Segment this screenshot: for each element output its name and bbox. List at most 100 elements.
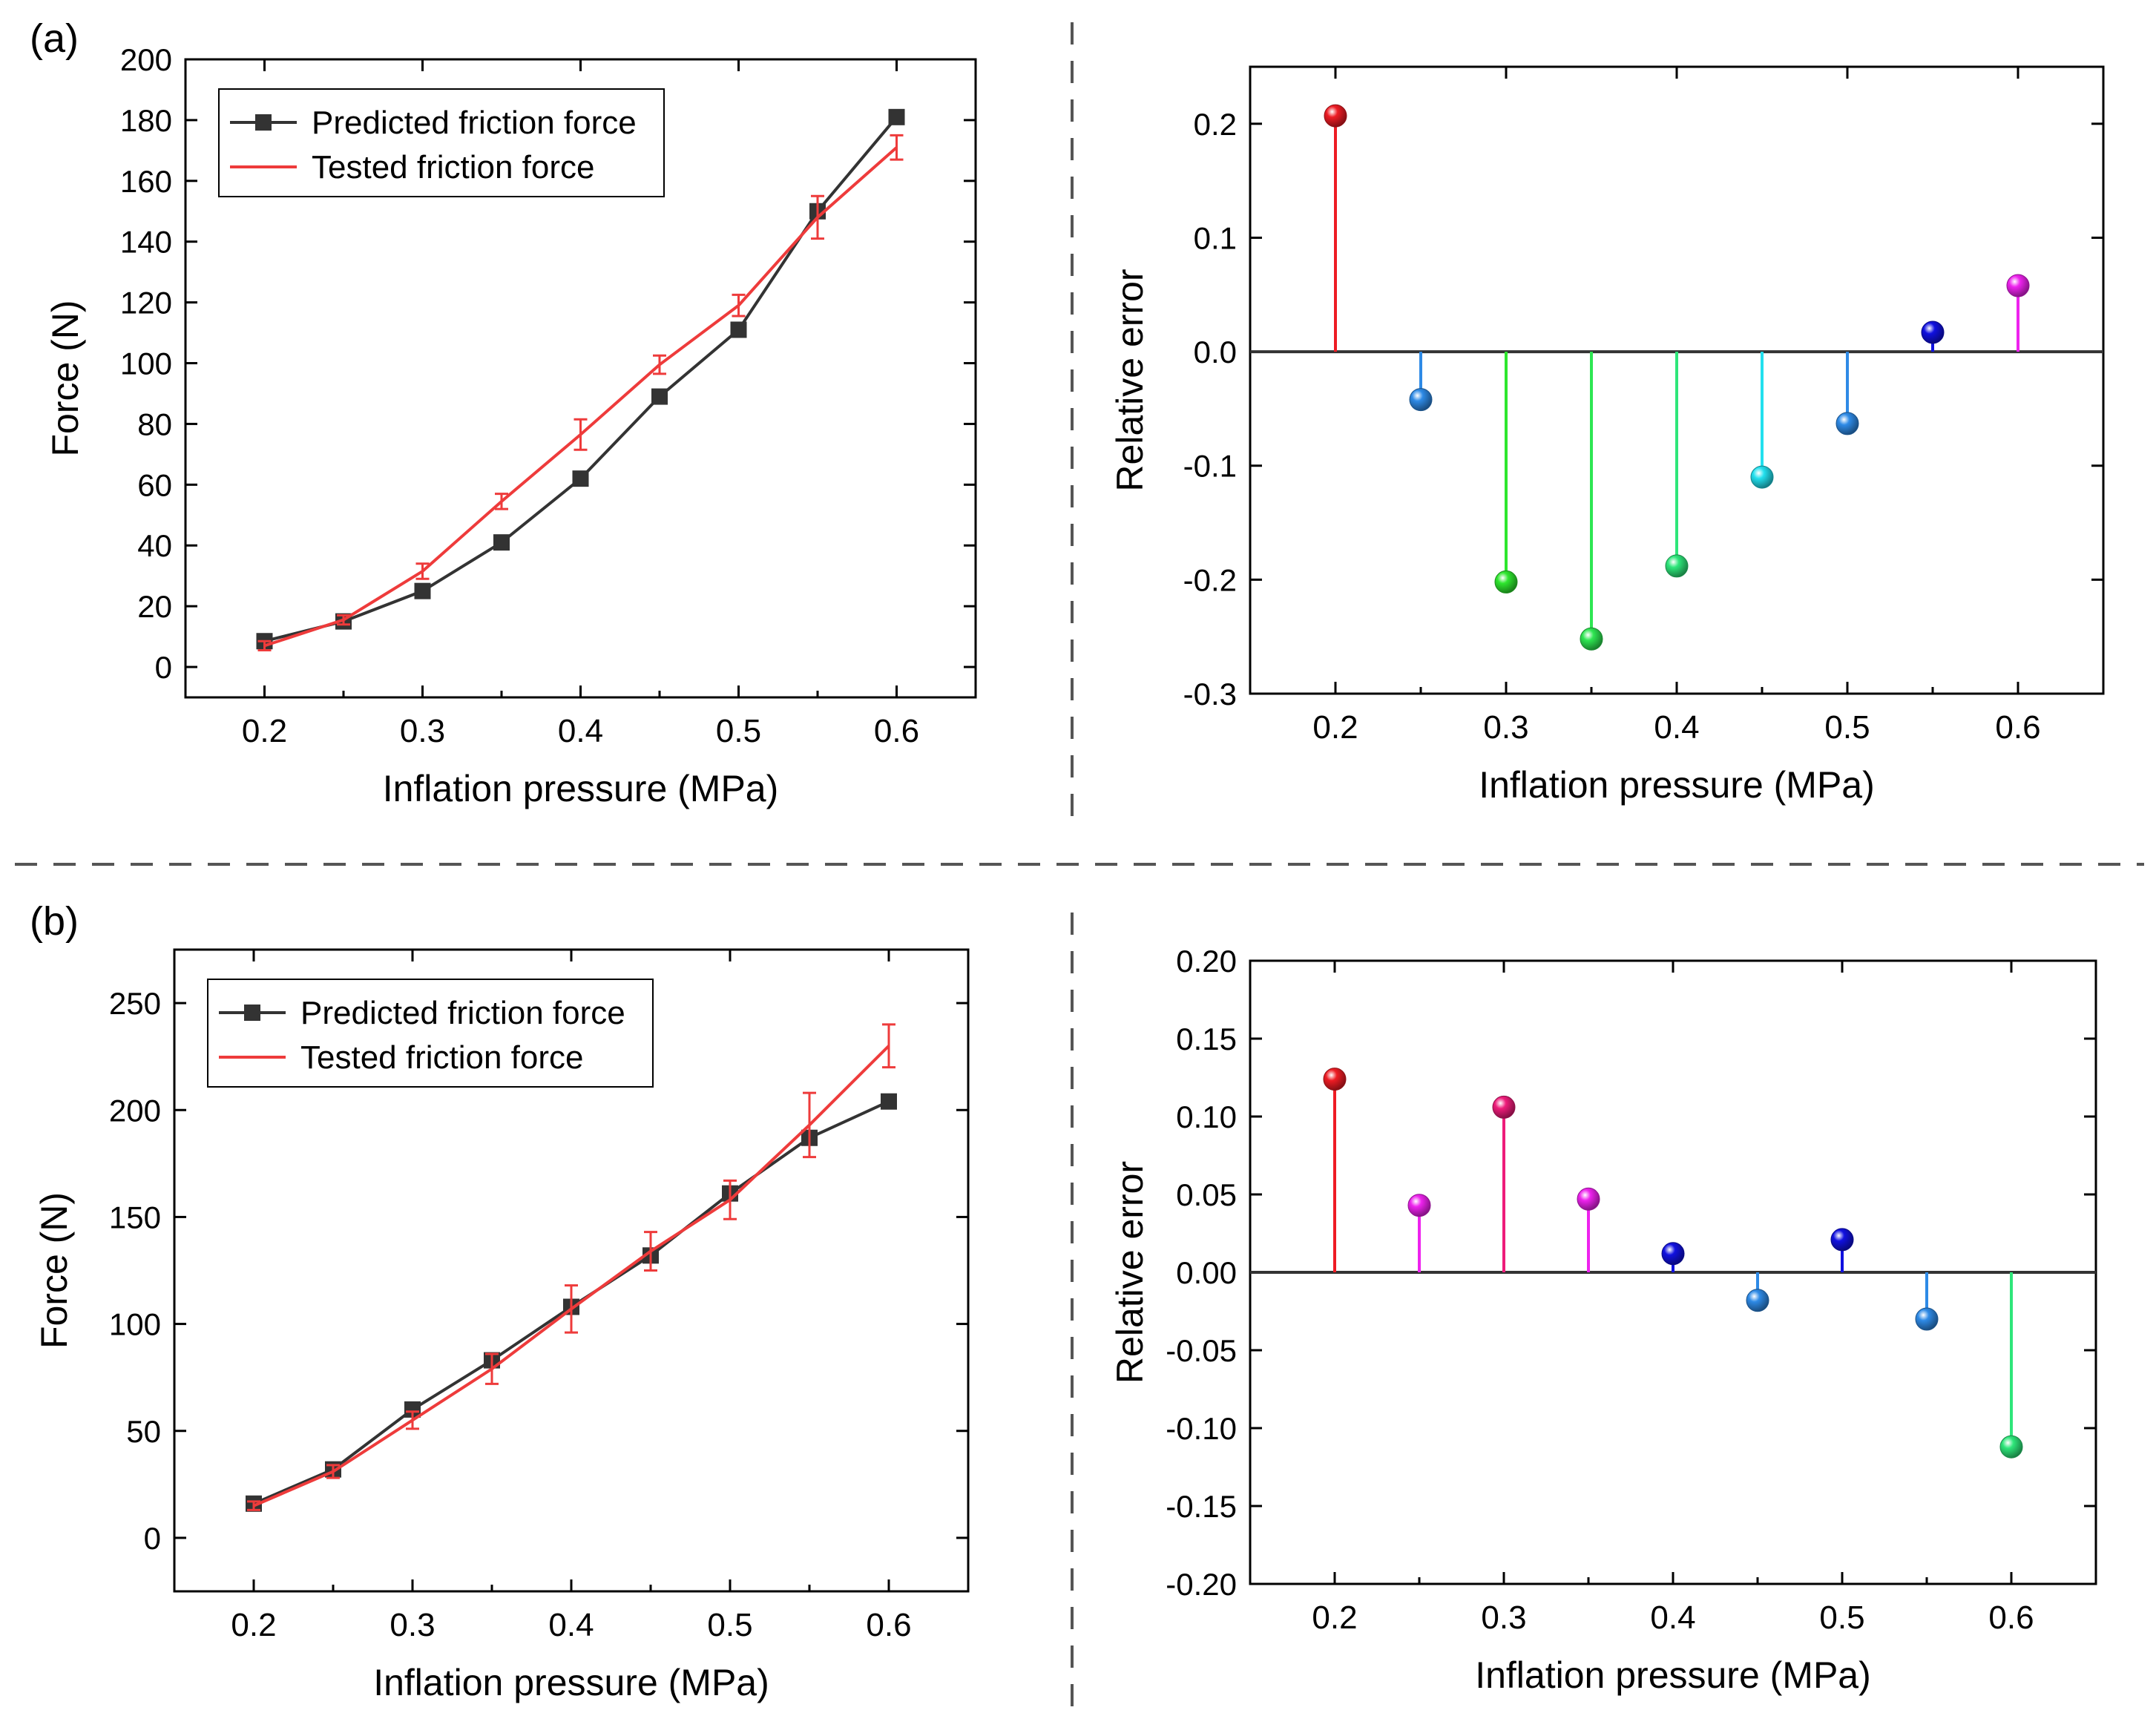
y-tick-label: 50 (126, 1414, 161, 1449)
y-tick-label: 120 (120, 286, 172, 320)
y-tick-label: -0.05 (1166, 1333, 1237, 1368)
y-tick-label: -0.3 (1183, 677, 1237, 711)
y-tick-label: 0 (144, 1521, 161, 1556)
x-tick-label: 0.3 (1483, 709, 1528, 746)
y-axis-label: Force (N) (33, 1192, 75, 1349)
stem-ball (2006, 274, 2030, 297)
x-tick-label: 0.4 (548, 1607, 594, 1643)
chart-a-relative-error: 0.2 0.3 0.4 0.5 0.6 -0.3 -0.2 -0.1 0.0 0.1 0.2 Infl… (1109, 65, 2105, 806)
y-tick-label: 0.2 (1194, 107, 1237, 142)
y-tick-label: 180 (120, 103, 172, 138)
y-tick-label: 40 (137, 528, 172, 563)
predicted-point (572, 470, 589, 487)
y-tick-label: 100 (120, 346, 172, 381)
stem-ball (1323, 1068, 1347, 1091)
y-tick-label: 60 (137, 467, 172, 502)
y-tick-label: 0.20 (1176, 944, 1237, 979)
x-axis-label: Inflation pressure (MPa) (1475, 1654, 1871, 1696)
y-tick-label: -0.1 (1183, 449, 1237, 484)
panel-label-b: (b) (30, 899, 79, 944)
stem-ball (1580, 627, 1603, 651)
y-tick-label: 0.00 (1176, 1255, 1237, 1290)
legend-tested-label: Tested friction force (300, 1039, 584, 1076)
legend-predicted-label: Predicted friction force (312, 105, 637, 141)
y-axis-label: Relative error (1109, 269, 1151, 491)
y-tick-label: -0.2 (1183, 562, 1237, 597)
x-axis-label: Inflation pressure (MPa) (383, 768, 779, 809)
x-tick-label: 0.3 (1481, 1599, 1526, 1636)
y-tick-label: 160 (120, 164, 172, 199)
y-axis-label: Relative error (1109, 1161, 1151, 1384)
x-tick-label: 0.5 (707, 1607, 752, 1643)
y-tick-label: -0.20 (1166, 1567, 1237, 1602)
y-tick-label: 200 (109, 1093, 161, 1128)
x-tick-label: 0.5 (1824, 709, 1870, 746)
stem-ball (1750, 465, 1774, 489)
x-tick-label: 0.6 (874, 713, 919, 749)
chart-a-force: 0.2 0.3 0.4 0.5 0.6 0 20 40 60 80 100 120 140 160 180 2… (45, 42, 977, 809)
stem-ball (1492, 1095, 1516, 1119)
predicted-point (493, 534, 510, 551)
x-axis-label: Inflation pressure (MPa) (1479, 764, 1875, 806)
predicted-point (651, 388, 668, 405)
x-tick-label: 0.6 (866, 1607, 911, 1643)
stem-ball (1665, 554, 1689, 578)
y-tick-label: 0.1 (1194, 220, 1237, 255)
stem-ball (1577, 1187, 1600, 1211)
y-tick-label: 0.10 (1176, 1099, 1237, 1134)
x-tick-label: 0.2 (231, 1607, 276, 1643)
y-axis-label: Force (N) (45, 300, 86, 456)
stem-ball (1999, 1435, 2023, 1459)
predicted-point (414, 582, 431, 599)
y-tick-label: 250 (109, 986, 161, 1021)
y-tick-label: 200 (120, 42, 172, 77)
legend-predicted-marker (255, 114, 272, 131)
y-tick-label: 0.0 (1194, 335, 1237, 369)
stem-ball (1324, 104, 1347, 128)
chart-b-force: 0.2 0.3 0.4 0.5 0.6 0 50 100 150 200 250 Inflation … (33, 948, 970, 1703)
x-tick-label: 0.4 (1650, 1599, 1695, 1636)
y-tick-label: 20 (137, 589, 172, 624)
y-tick-label: 0 (155, 650, 172, 685)
y-tick-label: 100 (109, 1307, 161, 1342)
panel-label-a: (a) (30, 16, 79, 61)
legend-box (207, 979, 654, 1088)
x-tick-label: 0.2 (1312, 709, 1358, 746)
stem-ball (1921, 320, 1945, 344)
legend-predicted-label: Predicted friction force (300, 995, 625, 1031)
legend-box (218, 88, 665, 197)
stem-ball (1915, 1307, 1939, 1331)
y-tick-label: 140 (120, 225, 172, 260)
y-tick-label: 150 (109, 1200, 161, 1234)
x-tick-label: 0.3 (400, 713, 445, 749)
predicted-point (888, 108, 905, 125)
stem-ball (1830, 1228, 1854, 1252)
y-tick-label: 0.05 (1176, 1177, 1237, 1212)
x-tick-label: 0.5 (716, 713, 761, 749)
legend-tested-label: Tested friction force (312, 149, 595, 185)
stem-ball (1661, 1242, 1685, 1266)
stem-ball (1409, 388, 1433, 412)
y-tick-label: 80 (137, 407, 172, 441)
y-tick-label: -0.10 (1166, 1411, 1237, 1446)
chart-b-relative-error: 0.2 0.3 0.4 0.5 0.6 -0.20 -0.15 -0.10 -0.05 0.00 0… (1109, 944, 2097, 1696)
y-tick-label: -0.15 (1166, 1489, 1237, 1524)
x-tick-label: 0.5 (1819, 1599, 1864, 1636)
x-tick-label: 0.2 (242, 713, 287, 749)
predicted-point (404, 1401, 421, 1418)
stem-ball (1494, 570, 1518, 594)
predicted-point (881, 1093, 897, 1110)
stem-ball (1746, 1289, 1769, 1312)
x-axis-label: Inflation pressure (MPa) (373, 1662, 769, 1703)
stem-ball (1407, 1194, 1431, 1217)
x-tick-label: 0.6 (1988, 1599, 2034, 1636)
x-tick-label: 0.2 (1312, 1599, 1357, 1636)
y-tick-label: 0.15 (1176, 1022, 1237, 1056)
predicted-point (730, 321, 747, 338)
x-tick-label: 0.3 (390, 1607, 435, 1643)
stem-ball (1835, 412, 1859, 435)
x-tick-label: 0.4 (1654, 709, 1699, 746)
x-tick-label: 0.4 (558, 713, 603, 749)
legend-predicted-marker (244, 1005, 260, 1021)
